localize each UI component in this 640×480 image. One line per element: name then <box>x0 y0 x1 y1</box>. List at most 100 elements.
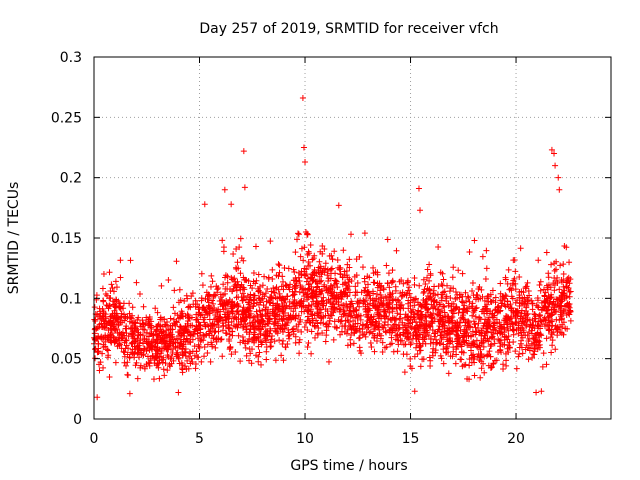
data-point <box>372 269 379 276</box>
data-point <box>314 312 321 319</box>
data-point <box>559 321 566 328</box>
data-point <box>175 352 182 359</box>
data-point <box>539 363 546 370</box>
data-point <box>501 324 508 331</box>
data-point <box>352 289 359 296</box>
data-point <box>333 325 340 332</box>
data-point <box>285 329 292 336</box>
data-point <box>123 337 130 344</box>
data-point <box>428 314 435 321</box>
data-point <box>470 309 477 316</box>
data-point <box>354 320 361 327</box>
data-point <box>487 298 494 305</box>
data-point <box>366 292 373 299</box>
data-point <box>347 322 354 329</box>
data-point <box>172 322 179 329</box>
data-point <box>354 315 361 322</box>
data-point <box>296 336 303 343</box>
data-point <box>282 296 289 303</box>
data-point <box>370 290 377 297</box>
data-point <box>485 362 492 369</box>
data-point <box>316 278 323 285</box>
data-point <box>343 282 350 289</box>
data-point <box>249 285 256 292</box>
data-point <box>513 365 520 372</box>
data-point <box>107 294 114 301</box>
data-point <box>411 316 418 323</box>
data-point <box>389 308 396 315</box>
data-point <box>482 275 489 282</box>
data-point <box>355 299 362 306</box>
data-point <box>152 305 159 312</box>
data-point <box>236 284 243 291</box>
data-point <box>167 363 174 370</box>
data-point <box>241 184 248 191</box>
data-point <box>253 308 260 315</box>
data-point <box>253 277 260 284</box>
data-point <box>178 332 185 339</box>
data-point <box>483 265 490 272</box>
data-point <box>157 323 164 330</box>
data-point <box>469 340 476 347</box>
data-point <box>279 341 286 348</box>
data-point <box>174 344 181 351</box>
data-point <box>411 388 418 395</box>
data-point <box>192 297 199 304</box>
data-point <box>528 327 535 334</box>
data-point <box>252 243 259 250</box>
data-point <box>187 322 194 329</box>
data-point <box>508 304 515 311</box>
data-point <box>331 248 338 255</box>
data-point <box>295 231 302 238</box>
data-point <box>116 304 123 311</box>
data-point <box>477 354 484 361</box>
data-point <box>431 333 438 340</box>
data-point <box>118 310 125 317</box>
data-point <box>496 308 503 315</box>
data-point <box>421 320 428 327</box>
data-point <box>400 351 407 358</box>
data-point <box>246 305 253 312</box>
data-point <box>112 278 119 285</box>
data-point <box>149 332 156 339</box>
data-point <box>255 285 262 292</box>
data-point <box>264 315 271 322</box>
data-point <box>245 338 252 345</box>
data-point <box>499 331 506 338</box>
data-point <box>148 325 155 332</box>
data-point <box>240 337 247 344</box>
data-point <box>450 285 457 292</box>
data-point <box>259 282 266 289</box>
data-point <box>487 308 494 315</box>
data-point <box>367 340 374 347</box>
data-point <box>477 329 484 336</box>
data-point <box>150 331 157 338</box>
data-point <box>393 247 400 254</box>
data-point <box>289 292 296 299</box>
data-point <box>186 303 193 310</box>
data-point <box>177 314 184 321</box>
data-point <box>236 244 243 251</box>
data-point <box>235 302 242 309</box>
data-point <box>182 322 189 329</box>
data-point <box>484 352 491 359</box>
data-point <box>258 361 265 368</box>
data-point <box>321 246 328 253</box>
data-point <box>359 264 366 271</box>
data-point <box>167 315 174 322</box>
data-point <box>562 303 569 310</box>
data-point <box>296 278 303 285</box>
data-point <box>228 201 235 208</box>
data-point <box>471 340 478 347</box>
data-point <box>97 315 104 322</box>
data-point <box>166 361 173 368</box>
data-point <box>113 284 120 291</box>
data-point <box>399 337 406 344</box>
data-point <box>296 350 303 357</box>
data-point <box>184 357 191 364</box>
data-point <box>435 244 442 251</box>
data-point <box>177 297 184 304</box>
data-point <box>503 315 510 322</box>
data-point <box>263 343 270 350</box>
data-point <box>200 304 207 311</box>
